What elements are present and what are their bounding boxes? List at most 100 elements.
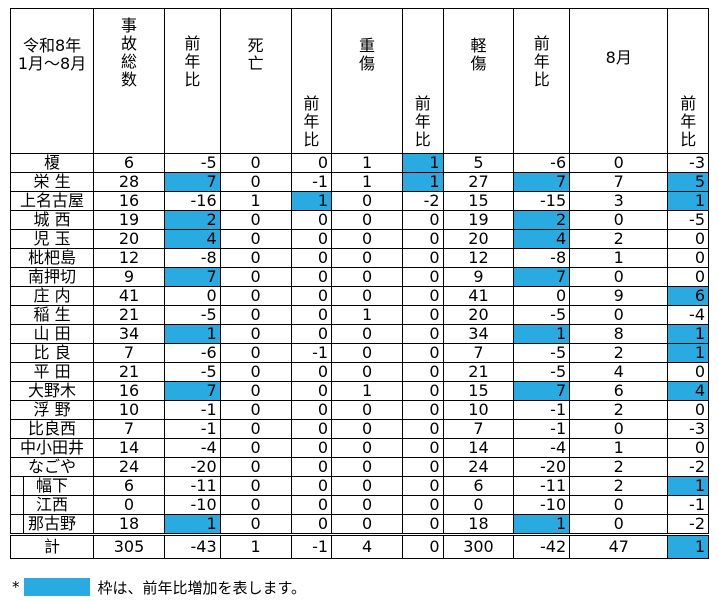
- serious-cell: 4: [331, 534, 403, 559]
- august-cell: 2: [569, 457, 669, 477]
- serious-yoy-cell: 1: [402, 172, 444, 192]
- august-cell: 0: [569, 419, 669, 439]
- table-row: 比 良 7 -6 0 -1 0 0 7 -5 2 1: [9, 343, 709, 363]
- death-cell: 0: [219, 267, 292, 287]
- minor-yoy-cell: -6: [513, 153, 571, 173]
- total-cell: 16: [93, 381, 165, 401]
- minor-yoy-cell: 0: [513, 286, 571, 306]
- august-header: 8月: [569, 8, 669, 154]
- august-cell: 47: [569, 534, 669, 559]
- total-yoy-cell: -6: [163, 343, 221, 363]
- header-char: 総: [121, 52, 138, 71]
- death-yoy-cell: 0: [290, 438, 333, 458]
- table-row: 幅下 6 -11 0 0 0 0 6 -11 2 1: [9, 476, 709, 496]
- header-char: 故: [121, 34, 138, 53]
- serious-yoy-cell: 0: [402, 400, 444, 420]
- header-char: 前: [303, 94, 320, 113]
- serious-yoy-cell: 1: [402, 153, 444, 173]
- minor-yoy-cell: 7: [513, 172, 571, 192]
- death-cell: 0: [219, 457, 292, 477]
- minor-cell: 24: [442, 457, 515, 477]
- header-char: 前: [680, 94, 697, 113]
- total-yoy-cell: -20: [163, 457, 221, 477]
- serious-cell: 1: [331, 305, 403, 325]
- district-name: 平 田: [9, 362, 95, 382]
- minor-cell: 5: [442, 153, 515, 173]
- table-row: 栄 生 28 7 0 -1 1 1 27 7 7 5: [9, 172, 709, 192]
- august-cell: 0: [569, 210, 669, 230]
- august-yoy-cell: 1: [667, 534, 709, 559]
- district-name: 庄 内: [9, 286, 95, 306]
- total-cell: 7: [93, 419, 165, 439]
- serious-cell: 0: [331, 362, 403, 382]
- minor-cell: 19: [442, 210, 515, 230]
- district-name: 枇杷島: [9, 248, 95, 268]
- total-accidents-header: 事 故 総 数: [93, 8, 165, 154]
- death-yoy-cell: 0: [290, 457, 333, 477]
- serious-cell: 0: [331, 343, 403, 363]
- district-name: 榎: [9, 153, 95, 173]
- increase-swatch: [23, 578, 90, 596]
- total-yoy-cell: -4: [163, 438, 221, 458]
- august-cell: 0: [569, 153, 669, 173]
- total-yoy-cell: 1: [163, 324, 221, 344]
- district-name: 栄 生: [9, 172, 95, 192]
- serious-yoy-cell: 0: [402, 362, 444, 382]
- august-yoy-cell: 0: [667, 400, 709, 420]
- august-cell: 1: [569, 248, 669, 268]
- total-yoy-cell: 2: [163, 210, 221, 230]
- serious-yoy-cell: 0: [402, 495, 444, 515]
- minor-cell: 41: [442, 286, 515, 306]
- death-cell: 0: [219, 248, 292, 268]
- header-char: 傷: [359, 54, 376, 73]
- serious-yoy-cell: 0: [402, 229, 444, 249]
- death-cell: 0: [219, 153, 292, 173]
- header-char: 死: [247, 36, 264, 55]
- august-yoy-cell: 0: [667, 438, 709, 458]
- death-cell: 0: [219, 514, 292, 535]
- serious-yoy-cell: 0: [402, 305, 444, 325]
- total-cell: 18: [93, 514, 165, 535]
- serious-yoy-cell: 0: [402, 267, 444, 287]
- minor-cell: 20: [442, 305, 515, 325]
- total-cell: 21: [93, 305, 165, 325]
- minor-yoy-cell: -15: [513, 191, 571, 211]
- minor-cell: 34: [442, 324, 515, 344]
- death-cell: 0: [219, 324, 292, 344]
- minor-yoy-cell: 7: [513, 381, 571, 401]
- minor-cell: 6: [442, 476, 515, 496]
- august-yoy-cell: -5: [667, 210, 709, 230]
- header-char: 傷: [470, 54, 487, 73]
- header-char: 比: [303, 130, 320, 149]
- august-cell: 2: [569, 343, 669, 363]
- death-cell: 0: [219, 229, 292, 249]
- death-cell: 0: [219, 381, 292, 401]
- death-cell: 0: [219, 476, 292, 496]
- serious-cell: 1: [331, 381, 403, 401]
- header-char: 年: [680, 112, 697, 131]
- district-name: 中小田井: [9, 438, 95, 458]
- death-cell: 1: [219, 534, 292, 559]
- header-char: 年: [414, 112, 431, 131]
- serious-yoy-cell: -2: [402, 191, 444, 211]
- district-name: 浮 野: [9, 400, 95, 420]
- serious-yoy-cell: 0: [402, 438, 444, 458]
- august-yoy-cell: -2: [667, 457, 709, 477]
- serious-yoy-cell: 0: [402, 419, 444, 439]
- serious-yoy-cell: 0: [402, 343, 444, 363]
- header-char: 比: [184, 70, 201, 89]
- death-cell: 0: [219, 210, 292, 230]
- table-row: 中小田井 14 -4 0 0 0 0 14 -4 1 0: [9, 438, 709, 458]
- total-cell: 20: [93, 229, 165, 249]
- total-cell: 24: [93, 457, 165, 477]
- august-yoy-cell: -4: [667, 305, 709, 325]
- august-yoy-cell: 0: [667, 248, 709, 268]
- minor-cell: 9: [442, 267, 515, 287]
- minor-yoy-cell: 1: [513, 514, 571, 535]
- august-cell: 1: [569, 438, 669, 458]
- minor-yoy-cell: -5: [513, 362, 571, 382]
- serious-cell: 0: [331, 191, 403, 211]
- minor-cell: 10: [442, 400, 515, 420]
- district-name: 比良西: [9, 419, 95, 439]
- death-yoy-cell: 0: [290, 210, 333, 230]
